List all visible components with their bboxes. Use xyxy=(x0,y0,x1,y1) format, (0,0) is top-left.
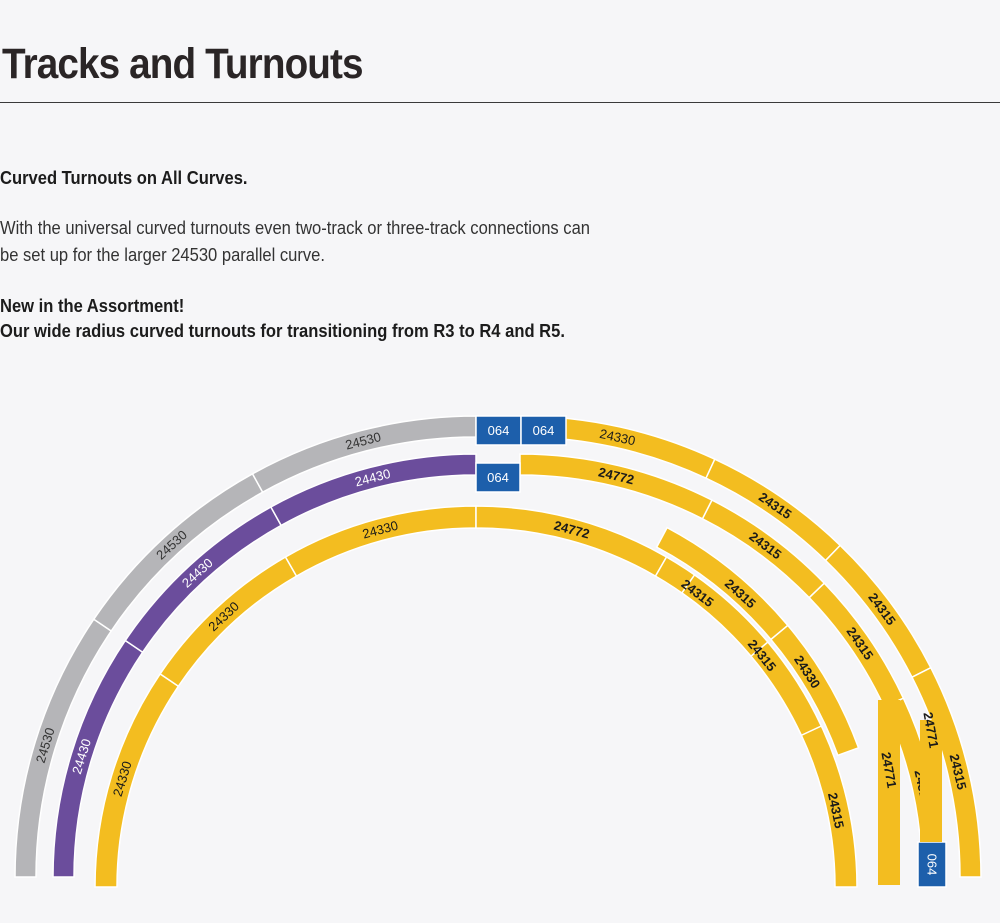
track-label: 064 xyxy=(487,470,509,485)
track-segment-yellow xyxy=(749,641,823,737)
track-label: 064 xyxy=(533,423,555,438)
track-segment-yellow xyxy=(284,505,477,578)
straight-section-064 xyxy=(475,462,521,493)
track-label: 24315 xyxy=(825,791,847,829)
track-label: 24771 xyxy=(878,751,899,789)
track-label: 064 xyxy=(925,854,940,876)
new-assortment-subheading: Our wide radius curved turnouts for tran… xyxy=(0,321,565,341)
turnout-branch xyxy=(769,624,860,757)
track-segment-yellow xyxy=(920,720,942,842)
new-assortment-heading: New in the Assortment! xyxy=(0,296,185,316)
section-heading: Curved Turnouts on All Curves. xyxy=(0,168,248,188)
straight-section-064 xyxy=(520,415,567,446)
track-segment-yellow xyxy=(878,700,900,885)
track-segment-yellow xyxy=(785,695,858,888)
straight-section-064 xyxy=(917,841,947,888)
straight-section-064 xyxy=(475,415,522,446)
body-text-line: With the universal curved turnouts even … xyxy=(0,218,590,238)
title-rule xyxy=(0,102,1000,103)
track-label: 064 xyxy=(488,423,510,438)
page-title: Tracks and Turnouts xyxy=(2,40,364,88)
body-text-line: be set up for the larger 24530 parallel … xyxy=(0,245,325,265)
track-label: 24771 xyxy=(920,711,941,749)
track-segment-yellow xyxy=(475,505,668,578)
